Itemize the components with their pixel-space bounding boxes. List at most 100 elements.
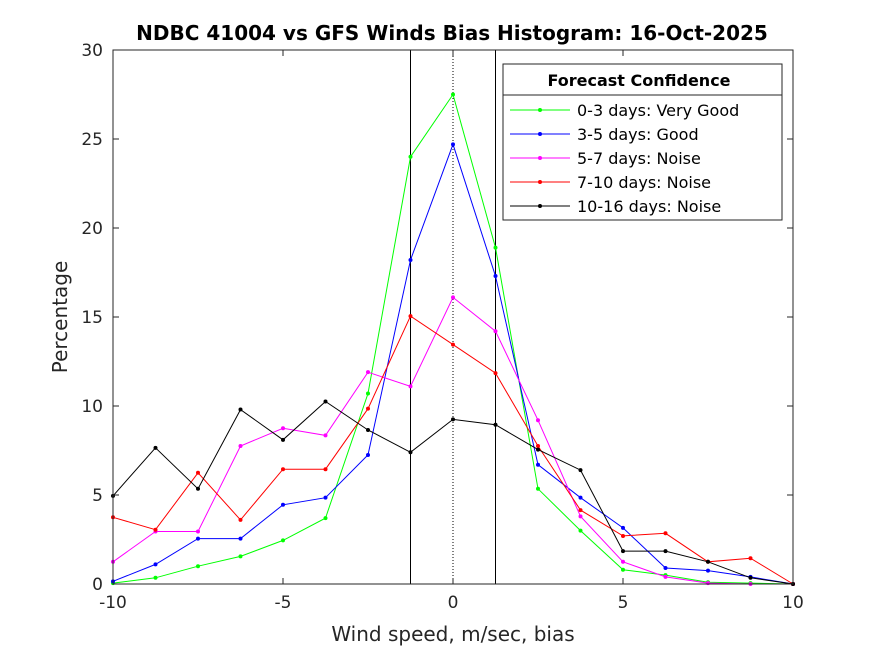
legend-swatch-marker (538, 108, 542, 112)
y-tick-label: 0 (92, 575, 103, 595)
y-tick-label: 30 (81, 41, 103, 61)
data-point (281, 502, 285, 507)
data-point (493, 422, 498, 427)
x-axis-label: Wind speed, m/sec, bias (331, 622, 574, 646)
data-point (621, 533, 625, 538)
data-point (238, 407, 243, 412)
legend-swatch-marker (538, 180, 542, 184)
legend-entry-1: 3-5 days: Good (510, 125, 699, 144)
data-point (153, 562, 158, 567)
legend-box (502, 63, 783, 221)
x-tick-label: 5 (618, 593, 629, 613)
series-4 (111, 399, 795, 586)
data-point (281, 467, 285, 472)
data-point (366, 452, 370, 457)
data-point (153, 527, 158, 532)
data-point (451, 295, 455, 300)
legend-entry-4: 10-16 days: Noise (510, 197, 721, 216)
data-point (451, 417, 455, 422)
legend: Forecast Confidence 0-3 days: Very Good 3… (502, 63, 783, 221)
legend-entry-0: 0-3 days: Very Good (510, 101, 739, 120)
data-point (493, 245, 498, 250)
data-point (153, 445, 158, 450)
series-3 (111, 314, 795, 586)
data-point (451, 142, 455, 147)
legend-title: Forecast Confidence (547, 71, 730, 90)
data-point (323, 495, 328, 500)
data-point (281, 538, 285, 543)
data-point (281, 426, 285, 431)
data-point (663, 565, 668, 570)
data-point (493, 329, 498, 334)
chart-title: NDBC 41004 vs GFS Winds Bias Histogram: … (136, 21, 768, 45)
data-point (323, 516, 328, 521)
data-point (621, 559, 625, 564)
data-point (493, 274, 498, 279)
data-point (196, 536, 200, 541)
y-tick-label: 15 (81, 308, 103, 328)
data-point (706, 568, 710, 573)
data-point (578, 508, 583, 513)
data-point (578, 495, 583, 500)
data-series (111, 92, 795, 586)
data-point (621, 567, 625, 572)
data-point (408, 258, 413, 263)
data-point (578, 514, 583, 519)
series-1 (111, 142, 795, 586)
data-point (748, 556, 753, 561)
y-tick-label: 5 (92, 486, 103, 506)
data-point (451, 92, 455, 97)
legend-label: 10-16 days: Noise (577, 197, 721, 216)
legend-label: 3-5 days: Good (577, 125, 699, 144)
x-tick-label: -5 (275, 593, 292, 613)
y-axis-label: Percentage (48, 261, 72, 374)
y-tick-label: 20 (81, 219, 103, 239)
data-point (621, 525, 625, 530)
data-point (578, 468, 583, 473)
data-point (408, 314, 413, 319)
data-point (706, 581, 710, 586)
data-point (663, 574, 668, 579)
data-point (238, 536, 243, 541)
data-point (536, 462, 540, 467)
data-point (748, 575, 753, 580)
data-point (366, 428, 370, 433)
legend-entry-3: 7-10 days: Noise (510, 173, 711, 192)
data-point (663, 531, 668, 536)
data-point (196, 529, 200, 534)
data-point (366, 391, 370, 396)
data-point (196, 470, 200, 475)
x-tick-label: -10 (99, 593, 127, 613)
data-point (536, 486, 540, 491)
data-point (366, 370, 370, 375)
data-point (451, 342, 455, 347)
y-tick-label: 25 (81, 130, 103, 150)
x-tick-label: 0 (448, 593, 459, 613)
data-point (323, 399, 328, 404)
legend-label: 0-3 days: Very Good (577, 101, 739, 120)
data-point (536, 418, 540, 423)
legend-swatch-marker (538, 156, 542, 160)
data-point (196, 564, 200, 569)
legend-label: 7-10 days: Noise (577, 173, 711, 192)
legend-swatch-marker (538, 204, 542, 208)
data-point (536, 447, 540, 452)
legend-entry-2: 5-7 days: Noise (510, 149, 701, 168)
data-point (408, 154, 413, 159)
data-point (366, 406, 370, 411)
data-point (238, 517, 243, 522)
axis-ticks: -10 -5 0 5 10 0 5 10 15 20 25 30 (81, 41, 803, 613)
data-point (238, 554, 243, 559)
legend-entries: 0-3 days: Very Good 3-5 days: Good 5-7 day… (510, 101, 739, 216)
data-point (536, 444, 540, 449)
data-point (706, 559, 710, 564)
legend-label: 5-7 days: Noise (577, 149, 701, 168)
data-point (323, 467, 328, 472)
data-point (281, 437, 285, 442)
data-point (408, 384, 413, 389)
data-point (578, 528, 583, 533)
data-point (408, 450, 413, 455)
data-point (493, 371, 498, 376)
x-tick-label: 10 (782, 593, 804, 613)
